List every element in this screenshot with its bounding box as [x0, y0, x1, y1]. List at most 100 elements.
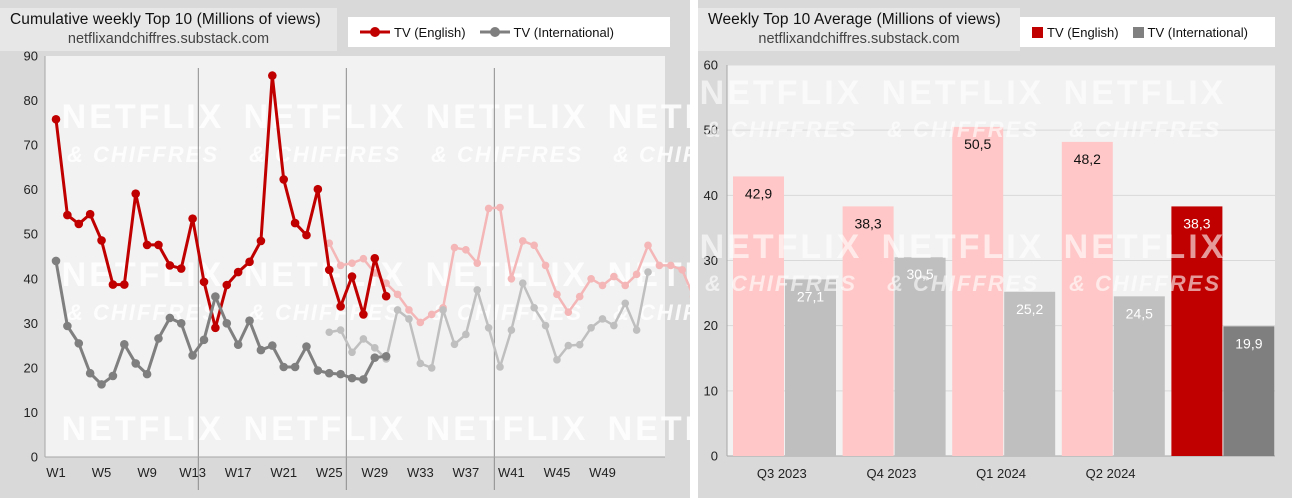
data-point: [405, 306, 413, 314]
data-point: [530, 241, 538, 250]
data-point: [142, 240, 152, 250]
legend-swatch-gray-icon: [1132, 26, 1144, 38]
data-point: [416, 359, 425, 368]
data-point: [131, 189, 140, 198]
data-point: [279, 362, 289, 372]
watermark-text: NETFLIX: [62, 410, 225, 448]
bar-chart-panel: Weekly Top 10 Average (Millions of views…: [698, 0, 1292, 498]
data-point: [74, 339, 84, 348]
watermark-text: NETFLIX: [1064, 74, 1227, 112]
data-point: [496, 203, 504, 212]
data-point: [256, 345, 266, 355]
x-tick-label: W17: [225, 465, 252, 480]
bar-chart-title: Weekly Top 10 Average (Millions of views…: [708, 11, 1001, 28]
x-tick-label: W37: [452, 465, 479, 480]
data-point: [302, 230, 311, 240]
data-point: [598, 315, 607, 323]
data-point: [199, 277, 209, 287]
watermark-text: & CHIFFRES: [887, 271, 1039, 296]
data-point: [564, 308, 573, 316]
data-point: [120, 339, 129, 349]
data-point: [188, 214, 197, 223]
watermark-text: NETFLIX: [882, 74, 1045, 112]
data-point: [462, 330, 470, 339]
bar-tv-international: [785, 279, 836, 456]
data-point: [405, 315, 413, 323]
data-point: [564, 341, 573, 350]
line-chart-title-box: Cumulative weekly Top 10 (Millions of vi…: [0, 8, 337, 51]
watermark-text: & CHIFFRES: [705, 117, 857, 142]
bar-data-label: 27,1: [797, 288, 824, 304]
watermark-text: NETFLIX: [882, 228, 1045, 266]
data-point: [518, 279, 527, 288]
data-point: [393, 290, 402, 299]
data-point: [393, 306, 402, 314]
data-point: [302, 342, 311, 351]
data-point: [518, 237, 527, 245]
bar-tv-international: [1004, 291, 1056, 456]
y-tick-label: 10: [704, 383, 718, 398]
data-point: [621, 299, 630, 308]
data-point: [336, 326, 345, 334]
data-point: [165, 313, 175, 323]
data-point: [108, 280, 118, 289]
data-point: [233, 267, 243, 277]
legend-item-tv-english: TV (English): [1032, 25, 1119, 40]
data-point: [120, 280, 129, 289]
data-point: [176, 319, 186, 328]
data-point: [348, 348, 356, 357]
bar-tv-english: [733, 176, 784, 456]
bar-chart-svg: 0 10 20 30 40 50 60 42,9 27,1 Q3 2023 38,3 30,5 Q4 2…: [700, 58, 1275, 481]
watermark-text: NETFLIX: [426, 98, 589, 136]
data-point: [313, 184, 323, 194]
data-point: [290, 362, 300, 372]
x-category-label: Q1 2024: [976, 466, 1026, 481]
y-tick-label: 20: [704, 318, 718, 333]
line-chart-title: Cumulative weekly Top 10 (Millions of vi…: [10, 11, 321, 28]
line-chart-legend: TV (English) TV (International): [348, 17, 670, 47]
bar-data-label: 38,3: [854, 215, 881, 231]
data-point: [450, 243, 459, 252]
legend-label-tv-international: TV (International): [1147, 24, 1248, 40]
data-point: [587, 274, 595, 283]
data-point: [165, 261, 175, 270]
y-tick-label: 60: [24, 182, 38, 197]
data-point: [621, 281, 630, 290]
bar-tv-english: [1061, 141, 1113, 456]
data-point: [370, 353, 380, 362]
data-point: [188, 351, 197, 360]
legend-label-tv-english: TV (English): [394, 24, 466, 40]
data-point: [427, 364, 436, 372]
data-point: [530, 303, 538, 312]
data-point: [507, 326, 516, 334]
data-point: [610, 272, 618, 281]
data-point: [348, 259, 356, 267]
data-point: [484, 204, 493, 213]
bar-tv-international: [1113, 296, 1165, 456]
bar-data-label: 19,9: [1235, 335, 1262, 351]
y-tick-label: 40: [704, 188, 718, 203]
legend-item-tv-english: TV (English): [360, 25, 466, 40]
data-point: [427, 310, 436, 319]
x-tick-label: W21: [270, 465, 297, 480]
data-point: [587, 323, 595, 332]
y-tick-label: 70: [24, 138, 38, 153]
watermark-text: & CHIFFRES: [887, 117, 1039, 142]
bar-data-label: 25,2: [1016, 301, 1043, 317]
data-point: [211, 292, 220, 301]
data-point: [553, 356, 561, 364]
data-point: [268, 71, 277, 80]
data-point: [245, 316, 254, 325]
data-point: [325, 328, 334, 337]
watermark-text: & CHIFFRES: [249, 300, 401, 325]
data-point: [370, 253, 380, 263]
legend-label-tv-international: TV (International): [513, 24, 614, 40]
watermark-text: & CHIFFRES: [613, 142, 690, 167]
data-point: [484, 323, 493, 332]
bar-data-label: 38,3: [1183, 215, 1210, 231]
data-point: [97, 380, 106, 389]
bar-tv-english: [952, 126, 1004, 457]
x-category-label: Q4 2023: [866, 466, 916, 481]
data-point: [462, 246, 470, 254]
y-tick-label: 50: [24, 227, 38, 242]
